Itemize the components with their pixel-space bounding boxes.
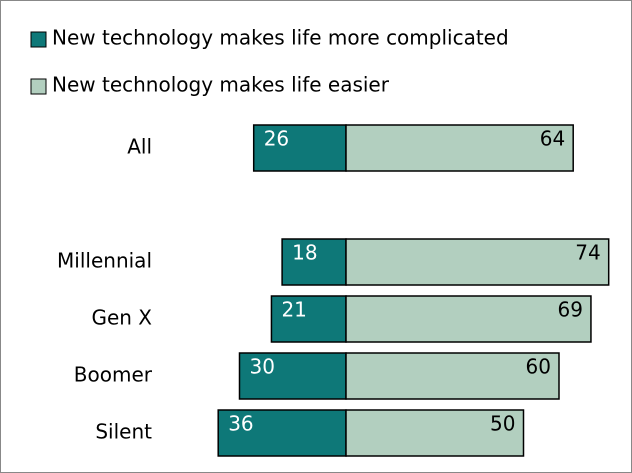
bar-segment (345, 124, 574, 172)
legend-swatch (30, 31, 47, 48)
legend-label: New technology makes life easier (52, 73, 390, 97)
value-label: 60 (526, 355, 551, 379)
bar-segment (345, 238, 610, 286)
bar-segment (281, 238, 347, 286)
category-label: All (127, 135, 152, 159)
value-label: 64 (540, 127, 565, 151)
category-label: Gen X (91, 306, 152, 330)
bar-segment (345, 295, 592, 343)
value-label: 21 (281, 298, 306, 322)
value-label: 69 (557, 298, 582, 322)
bar-segment (238, 352, 347, 400)
bar-segment (252, 124, 347, 172)
value-label: 36 (228, 412, 253, 436)
category-label: Boomer (74, 363, 153, 387)
value-label: 30 (250, 355, 275, 379)
legend-label: New technology makes life more complicat… (52, 26, 509, 50)
category-label: Millennial (57, 249, 152, 273)
bar-segment (217, 409, 347, 457)
value-label: 26 (264, 127, 289, 151)
value-label: 50 (490, 412, 515, 436)
value-label: 18 (292, 241, 317, 265)
legend-swatch (30, 78, 47, 95)
value-label: 74 (575, 241, 600, 265)
category-label: Silent (95, 420, 152, 444)
bar-segment (345, 352, 560, 400)
bar-segment (345, 409, 525, 457)
